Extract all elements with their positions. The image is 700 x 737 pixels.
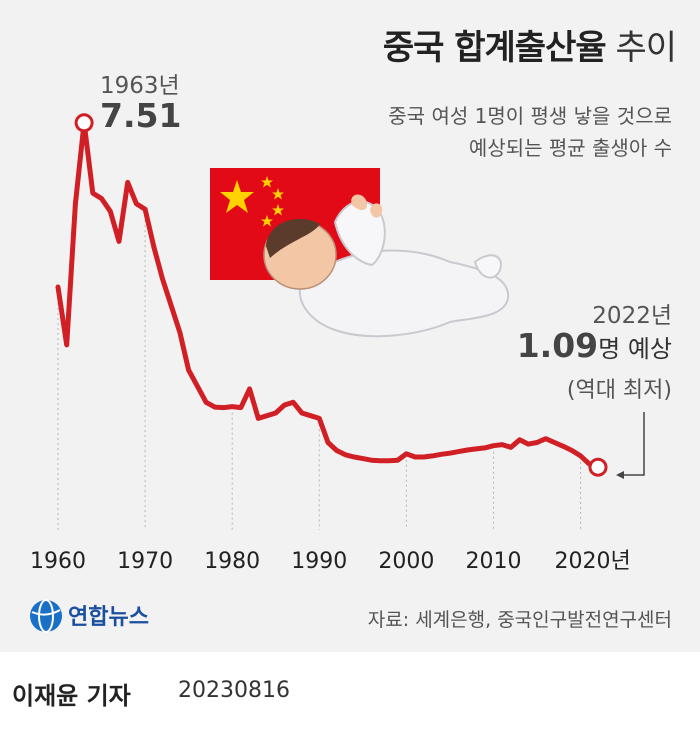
logo-text: 연합뉴스 xyxy=(68,604,149,630)
x-tick-label: 1970 xyxy=(117,549,173,574)
fertility-rate-line xyxy=(55,120,601,470)
x-tick-label: 1990 xyxy=(291,549,347,574)
flag-big-star xyxy=(220,180,254,213)
latest-value: 1.09 xyxy=(516,326,599,365)
x-tick-label: 2020년 xyxy=(554,549,630,574)
flag-small-star xyxy=(261,215,273,227)
sleeping-baby-illustration xyxy=(263,194,510,338)
arrow-head xyxy=(616,471,624,479)
logo-globe-icon xyxy=(30,600,62,632)
chart-title: 중국 합계출산율 추이 xyxy=(382,20,677,69)
vertical-guides xyxy=(57,215,582,530)
x-tick-label: 1980 xyxy=(204,549,260,574)
latest-point-marker xyxy=(588,457,608,477)
title-bold: 중국 합계출산율 xyxy=(382,28,607,68)
yonhap-logo: 연합뉴스 xyxy=(30,599,149,633)
peak-year-label: 1963년 xyxy=(100,73,180,99)
subtitle-line-1: 중국 여성 1명이 평생 낳을 것으로 xyxy=(388,104,672,128)
x-tick-label: 1960 xyxy=(30,549,86,574)
flag-small-star xyxy=(272,204,284,216)
peak-value-label: 7.51 xyxy=(100,96,182,135)
latest-value-line: 1.09명 예상 xyxy=(517,326,672,365)
series-layer xyxy=(55,113,608,477)
publish-date: 20230816 xyxy=(178,678,290,703)
flag-small-star xyxy=(272,188,284,200)
subtitle-line-2: 예상되는 평균 출생아 수 xyxy=(468,136,672,160)
x-axis-ticks: 1960 1970 1980 1990 2000 2010 2020년 xyxy=(30,549,631,574)
source-note: 자료: 세계은행, 중국인구발전연구센터 xyxy=(367,609,672,631)
peak-point-marker xyxy=(74,113,94,133)
reporter-name: 이재윤 기자 xyxy=(12,682,131,710)
latest-note: (역대 최저) xyxy=(566,378,672,403)
title-light: 추이 xyxy=(615,28,677,68)
latest-callout-arrow xyxy=(622,412,645,476)
chart-subtitle: 중국 여성 1명이 평생 낳을 것으로 예상되는 평균 출생아 수 xyxy=(388,100,672,164)
x-tick-label: 2010 xyxy=(465,549,521,574)
flag-small-star xyxy=(261,176,273,188)
latest-suffix: 명 예상 xyxy=(598,335,672,363)
latest-year-label: 2022년 xyxy=(592,303,672,329)
x-tick-label: 2000 xyxy=(378,549,434,574)
fertility-line-chart: 1960 1970 1980 1990 2000 2010 2020년 xyxy=(30,113,645,574)
